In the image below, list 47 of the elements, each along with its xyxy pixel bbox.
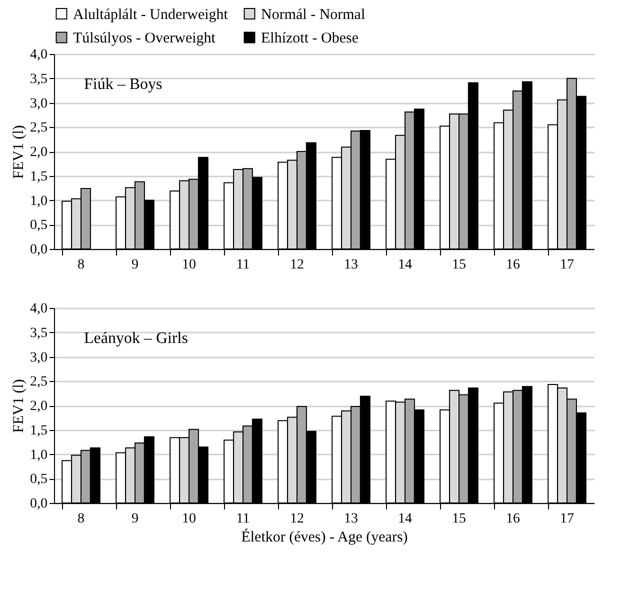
- x-tick-label: 12: [290, 512, 304, 526]
- legend-label: Alultáplált - Underweight: [73, 6, 229, 23]
- y-tick-label: 1,0: [30, 194, 48, 209]
- y-tick-label: 2,5: [30, 374, 48, 390]
- x-tick-label: 13: [344, 258, 358, 272]
- y-tick-label: 1,5: [30, 169, 48, 184]
- y-tick-label: 3,5: [30, 326, 48, 341]
- x-tick-label: 12: [290, 258, 304, 272]
- x-tick-label: 15: [452, 512, 466, 526]
- x-tick-label: 10: [182, 258, 196, 272]
- x-tick-label: 8: [78, 512, 84, 526]
- x-tick-label: 14: [398, 512, 412, 526]
- x-tick-label: 13: [344, 512, 358, 526]
- x-tick-label: 16: [506, 512, 520, 526]
- x-tick-label: 9: [132, 258, 138, 272]
- x-tick-label: 11: [236, 258, 250, 272]
- text: Leányok – Girls: [84, 330, 188, 347]
- y-tick-label: 0,0: [30, 496, 48, 512]
- x-tick-label: 9: [132, 512, 138, 526]
- x-tick-label: 16: [506, 258, 520, 272]
- y-tick-label: 0,5: [30, 472, 48, 488]
- y-tick-label: 3,5: [30, 72, 48, 87]
- y-axis-title: FEV1 (l): [11, 379, 27, 433]
- y-tick-label: 1,5: [30, 423, 48, 438]
- y-tick-label: 4,0: [30, 302, 48, 316]
- x-tick-label: 8: [78, 258, 84, 272]
- y-axis-title: FEV1 (l): [11, 125, 27, 179]
- legend-label: Elhízott - Obese: [261, 30, 359, 46]
- x-tick-label: 10: [182, 512, 196, 526]
- legend-label: Túlsúlyos - Overweight: [73, 30, 216, 46]
- y-tick-label: 2,0: [30, 399, 48, 414]
- y-tick-label: 0,0: [30, 242, 48, 258]
- y-tick-label: 2,5: [30, 120, 48, 136]
- legend-label: Normál - Normal: [261, 6, 366, 23]
- y-tick-label: 3,0: [30, 350, 48, 366]
- text: Fiúk – Boys: [84, 76, 162, 93]
- y-tick-label: 0,5: [30, 218, 48, 234]
- y-tick-label: 4,0: [30, 48, 48, 62]
- y-tick-label: 2,0: [30, 145, 48, 160]
- x-tick-label: 17: [560, 512, 574, 526]
- x-tick-label: 11: [236, 512, 250, 526]
- x-tick-label: 15: [452, 258, 466, 272]
- y-tick-label: 3,0: [30, 96, 48, 112]
- y-tick-label: 1,0: [30, 448, 48, 463]
- x-axis-title: Életkor (éves) - Age (years): [241, 528, 408, 546]
- x-tick-label: 14: [398, 258, 412, 272]
- x-tick-label: 17: [560, 258, 574, 272]
